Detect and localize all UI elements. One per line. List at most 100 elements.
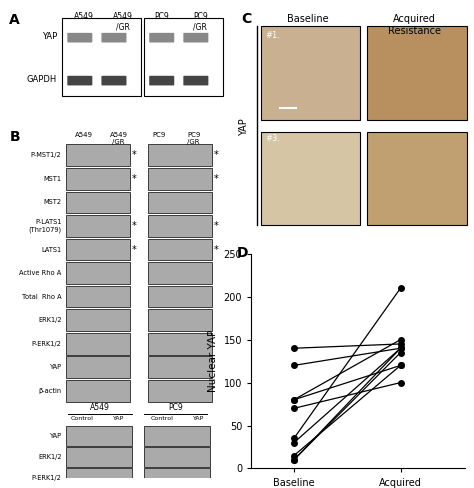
Text: MST2: MST2 — [44, 200, 62, 205]
Text: A549
/GR: A549 /GR — [113, 12, 133, 31]
Bar — [66, 168, 130, 190]
FancyBboxPatch shape — [67, 33, 92, 42]
Text: Control: Control — [150, 416, 173, 421]
Text: β-actin: β-actin — [38, 388, 62, 394]
Text: A: A — [9, 13, 20, 27]
Bar — [148, 191, 212, 213]
Bar — [148, 262, 212, 284]
Point — [290, 362, 298, 369]
Text: MST1: MST1 — [44, 176, 62, 182]
Text: D: D — [237, 246, 248, 261]
Point — [290, 345, 298, 352]
Text: A549: A549 — [75, 132, 93, 138]
Text: PC9
/GR: PC9 /GR — [193, 12, 208, 31]
Text: *: * — [214, 244, 219, 255]
FancyBboxPatch shape — [67, 76, 92, 85]
Text: PC9: PC9 — [153, 132, 166, 138]
Text: *: * — [214, 150, 219, 161]
Text: B: B — [9, 130, 20, 144]
Text: *: * — [132, 174, 137, 184]
Bar — [148, 215, 212, 237]
Bar — [367, 26, 467, 120]
Bar — [66, 239, 130, 261]
Point — [397, 345, 404, 352]
Bar — [66, 426, 132, 446]
Point — [290, 405, 298, 412]
Point — [290, 396, 298, 404]
Bar — [66, 309, 130, 331]
Text: Acquired
Resistance: Acquired Resistance — [388, 15, 441, 36]
Point — [397, 336, 404, 344]
Point — [397, 284, 404, 292]
Bar — [367, 132, 467, 225]
Bar — [66, 380, 130, 402]
Text: ERK1/2: ERK1/2 — [38, 317, 62, 323]
FancyBboxPatch shape — [101, 76, 127, 85]
Bar — [66, 285, 130, 307]
Text: #1.: #1. — [265, 31, 280, 40]
Point — [290, 396, 298, 404]
Point — [397, 379, 404, 386]
Bar — [66, 262, 130, 284]
FancyBboxPatch shape — [101, 33, 127, 42]
Point — [397, 340, 404, 348]
Text: *: * — [214, 174, 219, 184]
FancyBboxPatch shape — [62, 19, 141, 96]
Text: PC9: PC9 — [168, 403, 183, 412]
Bar — [66, 468, 132, 488]
Text: GAPDH: GAPDH — [27, 75, 57, 84]
Point — [397, 345, 404, 352]
Bar — [148, 239, 212, 261]
Y-axis label: Nuclear YAP: Nuclear YAP — [208, 330, 218, 392]
Bar — [144, 468, 210, 488]
Point — [290, 456, 298, 464]
Text: A549: A549 — [74, 12, 94, 21]
Text: Total  Rho A: Total Rho A — [22, 294, 62, 300]
Text: P-ERK1/2: P-ERK1/2 — [32, 475, 62, 481]
Text: LATS1: LATS1 — [42, 246, 62, 252]
Text: A549
/GR: A549 /GR — [109, 132, 128, 145]
Bar — [148, 144, 212, 166]
Point — [290, 452, 298, 460]
Text: Baseline: Baseline — [287, 15, 329, 24]
Text: PC9: PC9 — [155, 12, 169, 21]
Bar — [148, 168, 212, 190]
Bar — [66, 333, 130, 355]
Text: Active Rho A: Active Rho A — [19, 270, 62, 276]
Text: Control: Control — [71, 416, 93, 421]
Text: P-ERK1/2: P-ERK1/2 — [32, 341, 62, 346]
Bar — [144, 447, 210, 467]
Text: ERK1/2: ERK1/2 — [38, 454, 62, 460]
Text: A549: A549 — [91, 403, 110, 412]
Text: YAP: YAP — [49, 364, 62, 370]
FancyBboxPatch shape — [144, 19, 223, 96]
Bar — [66, 144, 130, 166]
Text: PC9
/GR: PC9 /GR — [187, 132, 201, 145]
Point — [397, 362, 404, 369]
Text: P-MST1/2: P-MST1/2 — [31, 152, 62, 158]
Point — [397, 348, 404, 356]
FancyBboxPatch shape — [183, 33, 209, 42]
Bar — [66, 191, 130, 213]
Bar — [66, 356, 130, 378]
FancyBboxPatch shape — [149, 76, 174, 85]
Bar — [261, 26, 360, 120]
Bar — [148, 309, 212, 331]
Bar — [66, 215, 130, 237]
Text: YAP: YAP — [239, 118, 249, 136]
Point — [290, 434, 298, 442]
Text: *: * — [132, 221, 137, 231]
Point — [290, 439, 298, 447]
Point — [397, 362, 404, 369]
Bar — [148, 333, 212, 355]
Text: YAP: YAP — [42, 32, 57, 41]
FancyBboxPatch shape — [149, 33, 174, 42]
Text: #3.: #3. — [265, 134, 281, 143]
Point — [397, 345, 404, 352]
Text: YAP: YAP — [49, 433, 62, 439]
Text: *: * — [132, 244, 137, 255]
Text: P-LATS1
(Thr1079): P-LATS1 (Thr1079) — [28, 219, 62, 233]
Text: YAP: YAP — [113, 416, 124, 421]
FancyBboxPatch shape — [183, 76, 209, 85]
Point — [290, 456, 298, 464]
